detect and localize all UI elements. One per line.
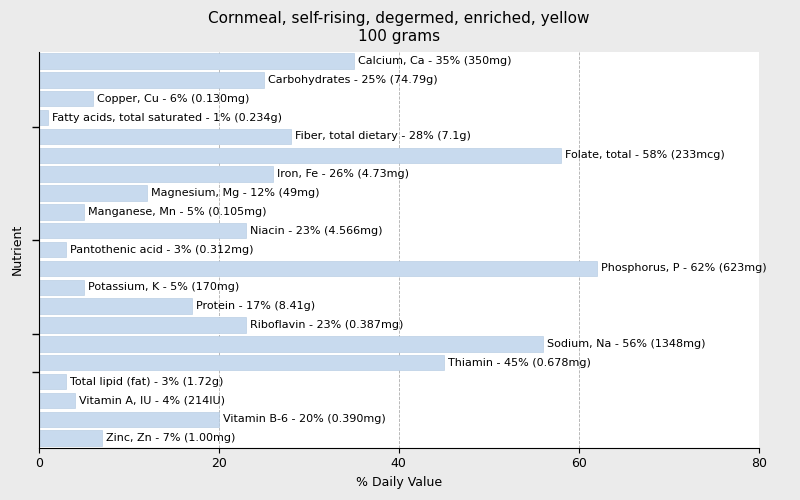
X-axis label: % Daily Value: % Daily Value (356, 476, 442, 489)
Bar (38, 355, 444, 370)
Bar (38, 204, 84, 220)
Text: Protein - 17% (8.41g): Protein - 17% (8.41g) (196, 301, 315, 311)
Text: Fatty acids, total saturated - 1% (0.234g): Fatty acids, total saturated - 1% (0.234… (52, 112, 282, 122)
Bar (38, 260, 597, 276)
Text: Riboflavin - 23% (0.387mg): Riboflavin - 23% (0.387mg) (250, 320, 404, 330)
Bar (38, 412, 218, 427)
Text: Folate, total - 58% (233mcg): Folate, total - 58% (233mcg) (566, 150, 725, 160)
Text: Pantothenic acid - 3% (0.312mg): Pantothenic acid - 3% (0.312mg) (70, 244, 254, 254)
Bar (38, 392, 74, 408)
Text: Niacin - 23% (4.566mg): Niacin - 23% (4.566mg) (250, 226, 382, 236)
Title: Cornmeal, self-rising, degermed, enriched, yellow
100 grams: Cornmeal, self-rising, degermed, enriche… (208, 11, 590, 44)
Bar (38, 72, 264, 88)
Bar (38, 110, 48, 126)
Text: Thiamin - 45% (0.678mg): Thiamin - 45% (0.678mg) (448, 358, 591, 368)
Text: Iron, Fe - 26% (4.73mg): Iron, Fe - 26% (4.73mg) (278, 169, 410, 179)
Text: Total lipid (fat) - 3% (1.72g): Total lipid (fat) - 3% (1.72g) (70, 376, 223, 386)
Text: Sodium, Na - 56% (1348mg): Sodium, Na - 56% (1348mg) (547, 339, 706, 349)
Bar (38, 298, 192, 314)
Text: Vitamin B-6 - 20% (0.390mg): Vitamin B-6 - 20% (0.390mg) (223, 414, 386, 424)
Y-axis label: Nutrient: Nutrient (11, 224, 24, 275)
Text: Fiber, total dietary - 28% (7.1g): Fiber, total dietary - 28% (7.1g) (295, 132, 471, 141)
Bar (38, 242, 66, 258)
Bar (38, 336, 543, 351)
Bar (38, 54, 354, 69)
Text: Potassium, K - 5% (170mg): Potassium, K - 5% (170mg) (88, 282, 239, 292)
Text: Carbohydrates - 25% (74.79g): Carbohydrates - 25% (74.79g) (268, 75, 438, 85)
Text: Vitamin A, IU - 4% (214IU): Vitamin A, IU - 4% (214IU) (79, 396, 226, 406)
Bar (38, 318, 246, 333)
Bar (38, 128, 290, 144)
Text: Zinc, Zn - 7% (1.00mg): Zinc, Zn - 7% (1.00mg) (106, 433, 235, 443)
Bar (38, 430, 102, 446)
Text: Calcium, Ca - 35% (350mg): Calcium, Ca - 35% (350mg) (358, 56, 512, 66)
Bar (38, 186, 146, 201)
Text: Manganese, Mn - 5% (0.105mg): Manganese, Mn - 5% (0.105mg) (88, 207, 266, 217)
Text: Magnesium, Mg - 12% (49mg): Magnesium, Mg - 12% (49mg) (151, 188, 320, 198)
Bar (38, 91, 93, 106)
Text: Copper, Cu - 6% (0.130mg): Copper, Cu - 6% (0.130mg) (98, 94, 250, 104)
Bar (38, 148, 561, 163)
Bar (38, 374, 66, 390)
Bar (38, 280, 84, 295)
Bar (38, 223, 246, 238)
Text: Phosphorus, P - 62% (623mg): Phosphorus, P - 62% (623mg) (602, 264, 767, 274)
Bar (38, 166, 273, 182)
